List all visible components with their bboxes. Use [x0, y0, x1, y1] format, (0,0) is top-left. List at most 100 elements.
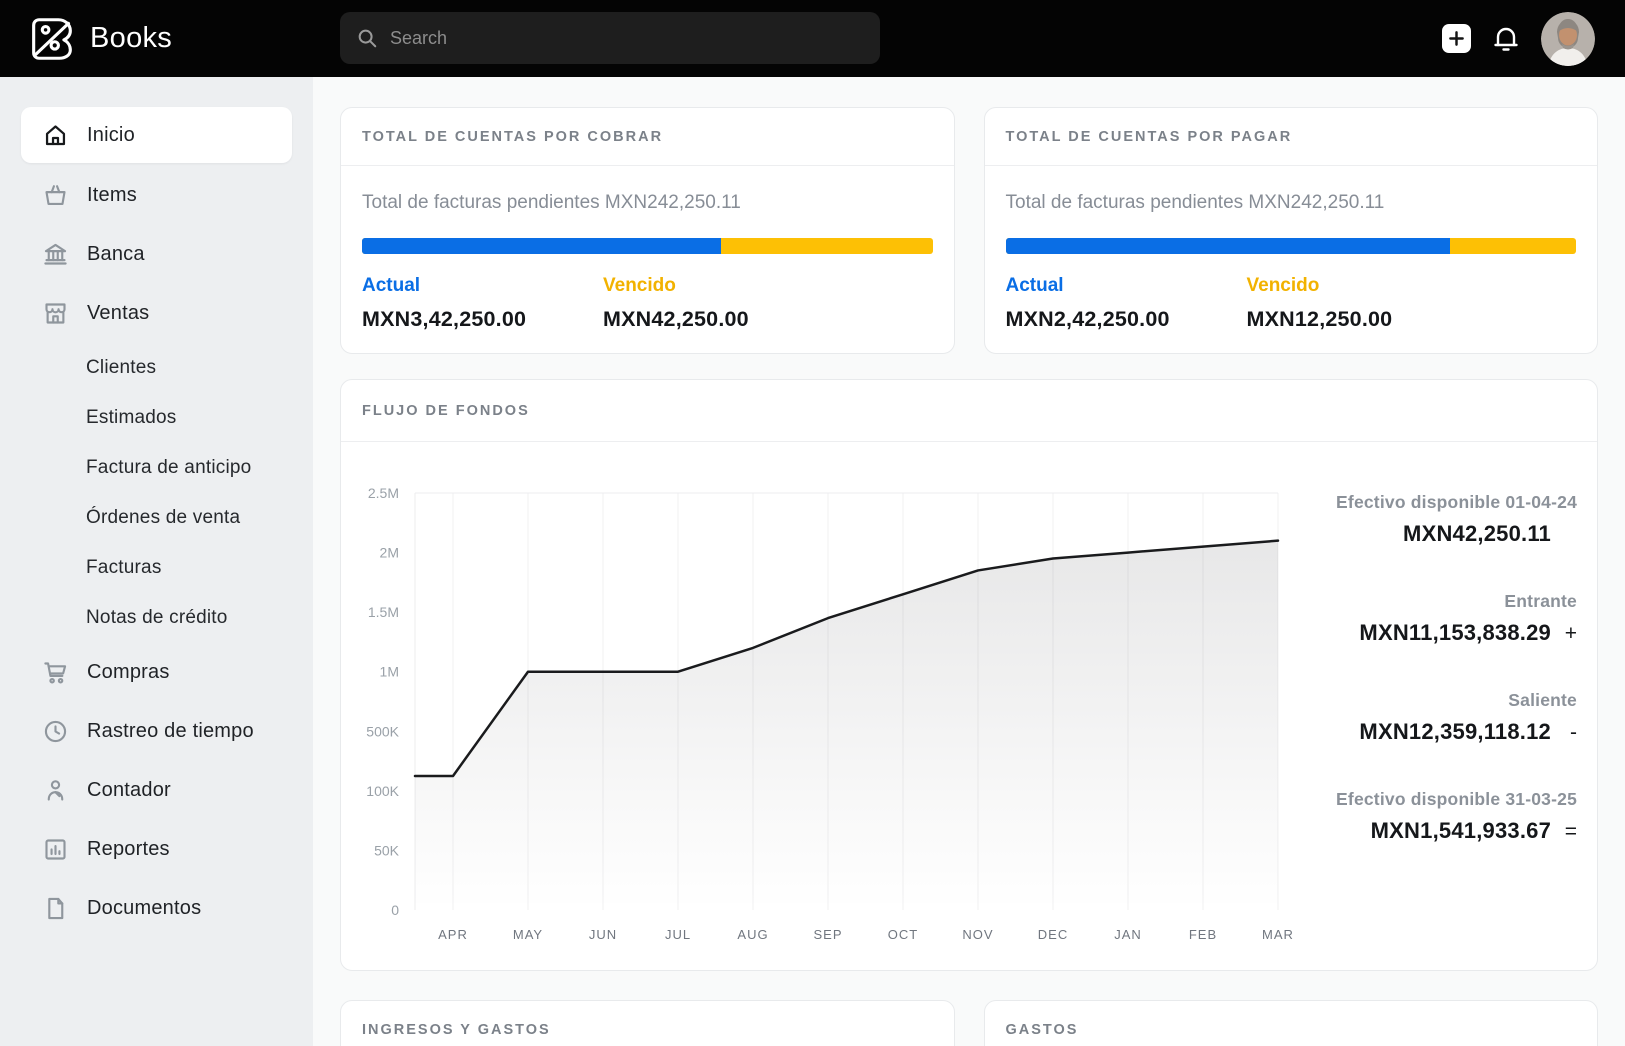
main-content: TOTAL DE CUENTAS POR COBRAR Total de fac…	[313, 77, 1625, 1046]
svg-text:100K: 100K	[366, 783, 399, 799]
svg-text:AUG: AUG	[737, 927, 768, 942]
sidebar-item-factura-de-anticipo[interactable]: Factura de anticipo	[0, 443, 313, 493]
brand-name: Books	[90, 22, 173, 54]
cashflow-card-header: FLUJO DE FONDOS	[341, 380, 1597, 442]
cashflow-summary-value: MXN1,541,933.67	[1370, 818, 1551, 843]
payables-overdue-value: MXN12,250.00	[1246, 307, 1393, 331]
sidebar-item-compras[interactable]: Compras	[0, 643, 313, 702]
income-expense-card-header: INGRESOS Y GASTOS	[341, 1001, 954, 1046]
cashflow-summary-label: Efectivo disponible 01-04-24	[1336, 492, 1577, 512]
payables-current-value: MXN2,42,250.00	[1005, 307, 1170, 331]
sidebar-item-ordenes-de-venta[interactable]: Órdenes de venta	[0, 493, 313, 543]
topbar-actions	[1442, 0, 1595, 77]
bank-icon	[42, 241, 69, 268]
cashflow-summary-value: MXN12,359,118.12	[1359, 719, 1551, 744]
books-logo-icon	[32, 17, 72, 60]
payables-current-label: Actual	[1005, 275, 1064, 296]
cashflow-summary-value: MXN11,153,838.29	[1359, 620, 1551, 645]
receivables-progress-bar	[362, 238, 933, 254]
sidebar-item-banca[interactable]: Banca	[0, 225, 313, 284]
user-avatar[interactable]	[1541, 11, 1595, 66]
sidebar-item-reportes[interactable]: Reportes	[0, 820, 313, 879]
receivables-overdue-value: MXN42,250.00	[603, 307, 749, 331]
payables-overdue-label: Vencido	[1246, 275, 1320, 296]
sidebar: Inicio Items Banca Ventas Clientes Estimados F…	[0, 77, 313, 1046]
cashflow-card: FLUJO DE FONDOS 0 50K 100K 500K 1M 1.5M 2M 2.5M…	[340, 379, 1598, 971]
search-icon	[358, 29, 377, 48]
svg-text:DEC: DEC	[1038, 927, 1068, 942]
sidebar-item-label: Contador	[87, 779, 171, 801]
sidebar-item-label: Factura de anticipo	[86, 457, 252, 478]
sidebar-item-clientes[interactable]: Clientes	[0, 343, 313, 393]
payables-card: TOTAL DE CUENTAS POR PAGAR Total de fact…	[983, 107, 1598, 354]
payables-card-title: TOTAL DE CUENTAS POR PAGAR	[1005, 128, 1293, 145]
sidebar-item-items[interactable]: Items	[0, 166, 313, 225]
person-icon	[42, 777, 69, 804]
svg-text:2M: 2M	[380, 545, 399, 561]
sidebar-item-label: Documentos	[87, 897, 202, 919]
svg-text:50K: 50K	[374, 842, 400, 858]
notifications-button[interactable]	[1492, 24, 1520, 54]
sidebar-item-label: Items	[87, 184, 137, 206]
cashflow-summary-operator: +	[1564, 622, 1577, 645]
brand[interactable]: Books	[30, 16, 172, 62]
user-avatar-image	[1541, 11, 1595, 66]
cashflow-card-title: FLUJO DE FONDOS	[362, 402, 530, 419]
cashflow-summary-value: MXN42,250.11	[1403, 521, 1551, 546]
sidebar-item-contador[interactable]: Contador	[0, 761, 313, 820]
cashflow-chart-area: 0 50K 100K 500K 1M 1.5M 2M 2.5M APR MAY JUN JUL AUG S…	[341, 442, 1597, 971]
payables-progress-current	[1005, 238, 1451, 254]
payables-subtitle: Total de facturas pendientes MXN242,250.…	[1005, 192, 1385, 213]
sidebar-item-label: Clientes	[86, 357, 157, 378]
cashflow-summary-row: Efectivo disponible 31-03-25 MXN1,541,933…	[1336, 789, 1577, 844]
add-new-button[interactable]	[1442, 24, 1471, 53]
sidebar-item-documentos[interactable]: Documentos	[0, 879, 313, 938]
sidebar-item-ventas[interactable]: Ventas	[0, 284, 313, 343]
sidebar-item-label: Notas de crédito	[86, 607, 228, 628]
svg-text:1M: 1M	[380, 664, 399, 680]
sidebar-item-label: Órdenes de venta	[86, 507, 241, 528]
home-icon	[42, 122, 69, 149]
topbar: Books	[0, 0, 1625, 77]
search-input[interactable]	[390, 27, 864, 49]
receivables-progress-current	[362, 238, 722, 254]
cart-icon	[42, 659, 69, 686]
clock-icon	[42, 718, 69, 745]
cashflow-summary-row: Saliente MXN12,359,118.12-	[1359, 690, 1577, 745]
expenses-card-title: GASTOS	[1005, 1021, 1079, 1038]
sidebar-item-facturas[interactable]: Facturas	[0, 543, 313, 593]
receivables-card-header: TOTAL DE CUENTAS POR COBRAR	[341, 108, 954, 166]
svg-text:1.5M: 1.5M	[368, 604, 399, 620]
svg-text:JAN: JAN	[1114, 927, 1142, 942]
sidebar-item-notas-de-credito[interactable]: Notas de crédito	[0, 593, 313, 643]
cashflow-summary-label: Entrante	[1504, 591, 1577, 611]
cashflow-summary-label: Efectivo disponible 31-03-25	[1336, 789, 1577, 809]
sidebar-item-label: Reportes	[87, 838, 170, 860]
svg-text:SEP: SEP	[813, 927, 842, 942]
sidebar-item-estimados[interactable]: Estimados	[0, 393, 313, 443]
receivables-card-body: Total de facturas pendientes MXN242,250.…	[341, 166, 954, 332]
receivables-current-value: MXN3,42,250.00	[362, 307, 527, 331]
expenses-card-header: GASTOS	[985, 1001, 1598, 1046]
plus-icon	[1449, 31, 1464, 46]
sidebar-item-rastreo-de-tiempo[interactable]: Rastreo de tiempo	[0, 702, 313, 761]
cashflow-summary-operator: =	[1564, 820, 1577, 843]
sidebar-item-inicio[interactable]: Inicio	[21, 107, 292, 163]
expenses-card: GASTOS	[983, 1000, 1598, 1046]
sidebar-item-label: Ventas	[87, 302, 150, 324]
store-icon	[42, 300, 69, 327]
svg-text:APR: APR	[438, 927, 468, 942]
cashflow-line-chart: 0 50K 100K 500K 1M 1.5M 2M 2.5M APR MAY JUN JUL AUG S…	[366, 485, 1293, 942]
receivables-legend: Actual MXN3,42,250.00 Vencido MXN42,250.…	[362, 275, 933, 332]
receivables-current-label: Actual	[362, 275, 421, 296]
receivables-current: Actual MXN3,42,250.00	[362, 275, 603, 332]
svg-text:500K: 500K	[366, 723, 399, 739]
svg-text:MAY: MAY	[513, 927, 543, 942]
receivables-overdue-label: Vencido	[603, 275, 676, 296]
payables-card-body: Total de facturas pendientes MXN242,250.…	[985, 166, 1598, 332]
sidebar-item-label: Facturas	[86, 557, 162, 578]
svg-text:JUL: JUL	[665, 927, 691, 942]
svg-text:FEB: FEB	[1189, 927, 1217, 942]
search-bar[interactable]	[340, 12, 880, 64]
